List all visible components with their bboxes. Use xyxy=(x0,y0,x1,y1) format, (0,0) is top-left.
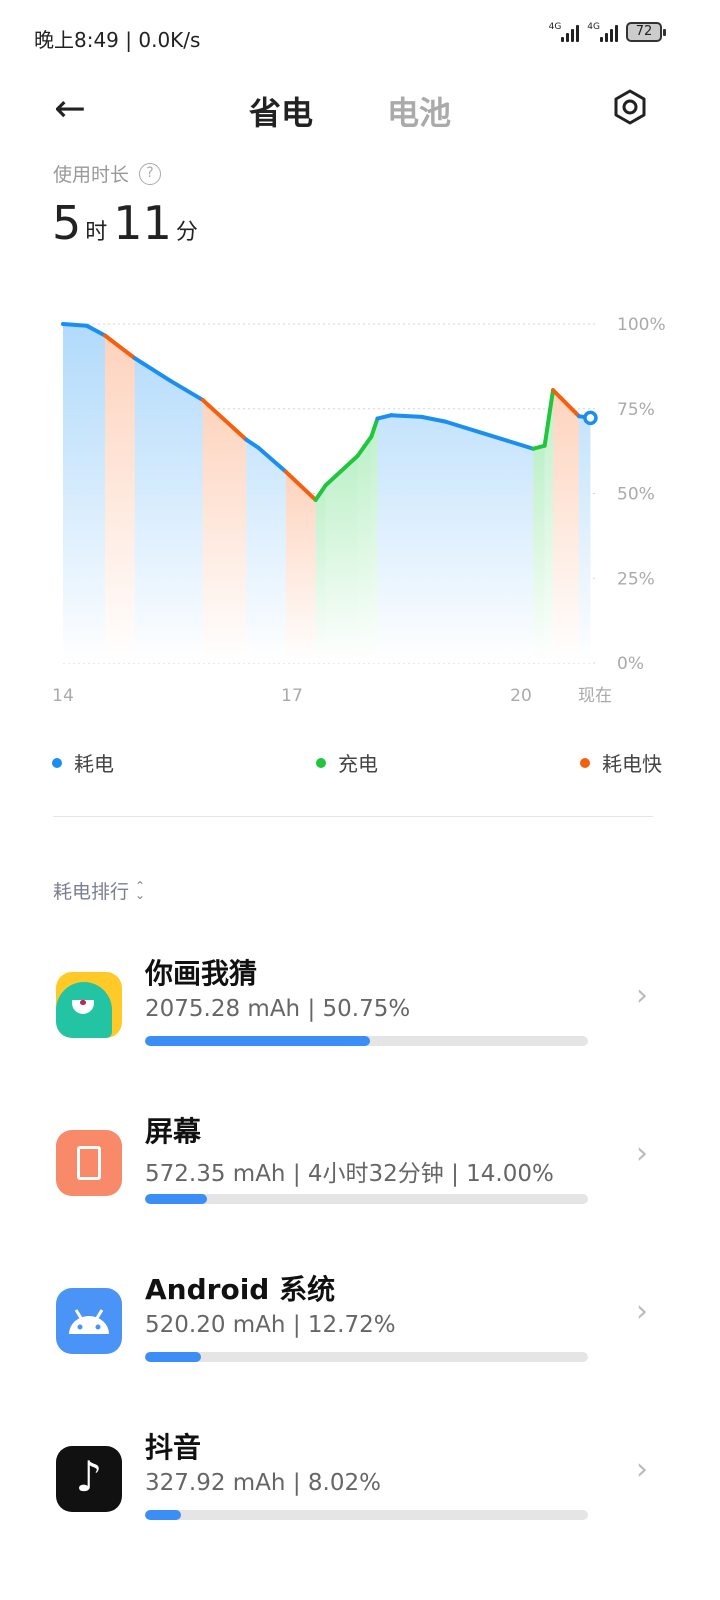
line-segment-charge xyxy=(313,483,328,502)
legend-dot-fast xyxy=(580,757,590,768)
y-tick-label: 0% xyxy=(617,654,644,674)
line-segment-charge xyxy=(355,434,374,458)
divider xyxy=(53,816,653,817)
usage-bar xyxy=(145,1194,588,1204)
settings-icon[interactable] xyxy=(612,89,648,125)
area-charge xyxy=(371,418,378,663)
line-segment-fast xyxy=(200,397,249,442)
usage-bar xyxy=(145,1036,588,1046)
usage-bar-fill xyxy=(145,1036,370,1046)
line-segment-drain xyxy=(419,414,448,424)
line-segment-drain xyxy=(84,323,107,338)
status-icons: 4G 4G 72 xyxy=(549,22,666,42)
tab-battery[interactable]: 电池 xyxy=(387,94,452,132)
y-tick-label: 100% xyxy=(617,315,666,335)
line-segment-drain xyxy=(61,322,89,328)
app-row[interactable]: 你画我猜 2075.28 mAh | 50.75% › xyxy=(0,940,720,1070)
x-tick-label: 20 xyxy=(510,686,532,706)
usage-bar-fill xyxy=(145,1352,202,1362)
ranking-sort-toggle[interactable]: 耗电排行 ⌃ ⌄ xyxy=(53,878,146,904)
line-segment-charge xyxy=(542,388,556,448)
line-segment-charge xyxy=(369,416,380,439)
line-segment-drain xyxy=(132,356,173,383)
x-tick-label: 17 xyxy=(281,686,303,706)
line-segment-drain xyxy=(256,445,288,474)
battery-chart: 100% 75% 50% 25% 0% 14 17 20 现在 xyxy=(52,315,666,706)
app-row[interactable]: 屏幕 572.35 mAh | 4小时32分钟 | 14.00% › xyxy=(0,1098,720,1228)
usage-bar xyxy=(145,1510,588,1520)
signal-2: 4G xyxy=(587,22,618,42)
legend-charge: 充电 xyxy=(316,748,378,777)
app-icon-screen xyxy=(56,1130,122,1196)
x-tick-label: 14 xyxy=(52,686,74,706)
app-icon-douyin: ♪ xyxy=(56,1446,122,1512)
chart-legend: 耗电 充电 耗电快 xyxy=(52,748,662,777)
line-segment-drain xyxy=(443,419,536,451)
chevron-right-icon: › xyxy=(636,978,648,1013)
app-row[interactable]: Android 系统 520.20 mAh | 12.72% › xyxy=(0,1256,720,1386)
line-segment-fast xyxy=(551,388,581,419)
chevron-right-icon: › xyxy=(636,1294,648,1329)
line-segment-charge xyxy=(323,453,360,488)
area-fast xyxy=(104,335,135,663)
y-tick-label: 75% xyxy=(617,400,655,420)
tab-power-saving[interactable]: 省电 xyxy=(249,94,314,132)
app-row[interactable]: ♪ 抖音 327.92 mAh | 8.02% › xyxy=(0,1414,720,1544)
battery-icon: 72 xyxy=(626,22,666,42)
chevron-right-icon: › xyxy=(636,1452,648,1487)
line-segment-drain xyxy=(375,413,394,421)
area-charge xyxy=(533,445,545,663)
signal-1: 4G xyxy=(549,22,580,42)
help-icon[interactable]: ? xyxy=(139,162,162,185)
area-charge xyxy=(315,485,326,663)
signal-bars-icon xyxy=(561,22,580,42)
line-segment-drain xyxy=(389,413,424,419)
y-tick-label: 50% xyxy=(617,485,655,505)
legend-fast-drain: 耗电快 xyxy=(580,748,662,777)
area-charge xyxy=(325,455,358,663)
area-charge xyxy=(357,436,372,663)
line-segment-fast xyxy=(102,333,137,361)
y-tick-label: 25% xyxy=(617,569,655,589)
back-arrow-icon[interactable]: ← xyxy=(54,86,86,130)
status-time: 晚上8:49 | 0.0K/s xyxy=(34,28,201,52)
usage-bar xyxy=(145,1352,588,1362)
area-fast xyxy=(553,390,579,663)
chevron-right-icon: › xyxy=(636,1136,648,1171)
legend-drain: 耗电 xyxy=(52,748,114,777)
sort-chevrons-icon: ⌃ ⌄ xyxy=(135,878,146,902)
line-segment-drain xyxy=(244,437,261,450)
line-segment-fast xyxy=(283,469,318,502)
usage-bar-fill xyxy=(145,1510,181,1520)
signal-bars-icon xyxy=(600,22,618,42)
usage-bar-fill xyxy=(145,1194,208,1204)
usage-duration-label: 使用时长? xyxy=(53,160,162,187)
area-charge xyxy=(544,390,554,663)
line-segment-drain xyxy=(168,378,205,402)
app-icon-draw-guess xyxy=(56,972,122,1038)
app-icon-android xyxy=(56,1288,122,1354)
area-fast xyxy=(285,471,316,663)
legend-dot-drain xyxy=(52,757,62,768)
x-tick-label: 现在 xyxy=(578,686,612,706)
current-point-marker xyxy=(583,410,598,426)
area-fast xyxy=(202,399,247,663)
legend-dot-charge xyxy=(316,757,326,768)
